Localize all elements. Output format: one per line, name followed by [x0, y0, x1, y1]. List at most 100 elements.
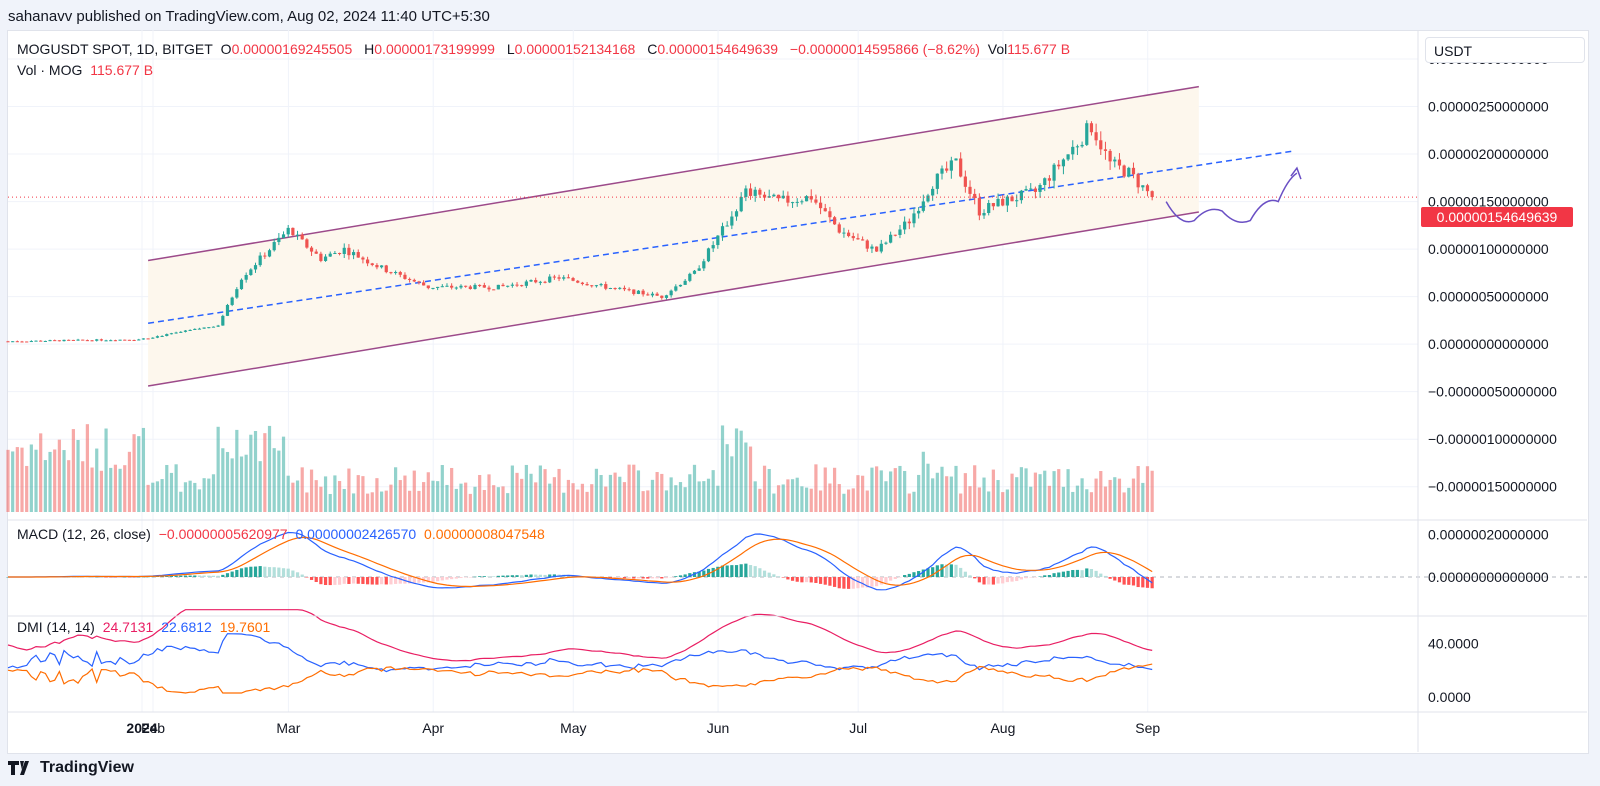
candle-body	[473, 284, 477, 289]
currency-selector[interactable]: USDT	[1425, 37, 1585, 63]
volume-bar	[510, 465, 514, 512]
adx-line	[7, 609, 1153, 662]
macd-hist-bar	[534, 574, 538, 577]
volume-bar	[931, 478, 935, 512]
x-tick-label: Sep	[1135, 720, 1160, 736]
candle-body	[809, 196, 813, 200]
last-price-tag: 0.00000154649639	[1421, 207, 1573, 227]
macd-hist-bar	[492, 576, 496, 577]
volume-bar	[996, 480, 1000, 512]
candle-body	[188, 329, 192, 331]
candle-body	[34, 340, 38, 342]
macd-hist-bar	[300, 574, 304, 577]
macd-label[interactable]: MACD (12, 26, close)	[17, 526, 151, 542]
candle-body	[71, 339, 75, 341]
macd-hist-bar	[1010, 577, 1014, 582]
volume-bar	[57, 439, 61, 512]
channel-upper-line	[147, 85, 1199, 262]
macd-hist-bar	[337, 577, 342, 585]
macd-hist-bar	[183, 575, 188, 577]
candle-body	[613, 287, 617, 289]
candle-body	[160, 335, 164, 337]
volume-bar	[1089, 492, 1094, 512]
volume-bar	[422, 482, 426, 512]
volume-bar	[580, 483, 585, 512]
candle-body	[39, 340, 43, 342]
volume-bar	[851, 488, 855, 512]
candle-body	[389, 272, 393, 274]
volume-bar	[496, 487, 500, 512]
macd-hist-bar	[949, 564, 953, 577]
volume-bar	[520, 478, 524, 512]
candle-body	[179, 331, 183, 333]
volume-bar	[814, 464, 818, 512]
volume-bar	[847, 489, 851, 512]
candle-body	[949, 160, 953, 171]
x-tick-label: Jul	[849, 720, 867, 736]
candle-body	[762, 194, 767, 198]
candle-body	[748, 188, 753, 196]
macd-hist-bar	[889, 577, 893, 581]
macd-pane	[6, 531, 1587, 591]
macd-hist-bar	[281, 568, 286, 577]
volume-bar	[323, 476, 328, 512]
candle-body	[641, 290, 645, 295]
macd-hist-bar	[295, 572, 300, 577]
macd-hist-bar	[571, 575, 575, 577]
macd-hist-bar	[865, 577, 869, 588]
candle-body	[548, 276, 552, 283]
macd-hist-bar	[464, 577, 468, 578]
volume-bar	[305, 492, 309, 512]
volume-bar	[258, 461, 262, 512]
volume-bar	[716, 485, 720, 512]
volume-bar	[6, 449, 10, 512]
high-label: H	[364, 41, 375, 57]
macd-y-tick-label: 0.00000000000000	[1428, 569, 1549, 585]
volume-bar	[328, 493, 332, 512]
volume-bar	[389, 484, 393, 512]
volume-bar	[15, 447, 19, 512]
volume-bar	[725, 444, 729, 512]
y-tick-label: −0.00000150000000	[1428, 479, 1557, 495]
volume-bar	[912, 491, 916, 512]
macd-hist-bar	[85, 576, 89, 578]
candle-body	[650, 293, 655, 296]
channel-lower-line	[147, 211, 1199, 387]
volume-bar	[973, 465, 977, 512]
volume-bar	[468, 493, 472, 512]
y-tick-label: 0.00000200000000	[1428, 146, 1549, 162]
volume-bar	[711, 470, 715, 512]
volume-bar	[548, 483, 552, 512]
macd-hist-bar	[104, 577, 108, 578]
candle-body	[506, 285, 510, 287]
volume-bar	[767, 469, 771, 512]
macd-hist-bar	[408, 577, 412, 584]
trendlines	[8, 166, 1418, 223]
macd-hist-bar	[716, 566, 720, 577]
volume-bar	[1117, 478, 1122, 512]
candle-body	[398, 272, 402, 275]
macd-hist-bar	[893, 577, 897, 579]
candle-body	[305, 239, 309, 248]
candle-body	[333, 253, 337, 255]
dmi-label[interactable]: DMI (14, 14)	[17, 619, 95, 635]
macd-hist-bar	[618, 577, 622, 579]
candle-body	[1038, 185, 1042, 192]
candle-body	[875, 246, 879, 252]
macd-hist-bar	[678, 575, 683, 577]
volume-bar	[594, 468, 599, 512]
macd-hist-bar	[968, 575, 972, 577]
macd-hist-bar	[739, 564, 743, 577]
volume-label[interactable]: Vol · MOG	[17, 62, 83, 78]
volume-bar	[408, 490, 412, 512]
candle-body	[921, 201, 925, 211]
macd-hist-bar	[501, 575, 505, 577]
macd-hist-bar	[412, 577, 416, 584]
macd-hist-bar	[875, 577, 879, 587]
macd-hist-bar	[697, 571, 701, 577]
volume-bar	[753, 481, 757, 512]
symbol-label[interactable]: MOGUSDT SPOT, 1D, BITGET	[17, 41, 213, 57]
volume-bar	[113, 464, 118, 512]
volume-bar	[244, 454, 248, 512]
